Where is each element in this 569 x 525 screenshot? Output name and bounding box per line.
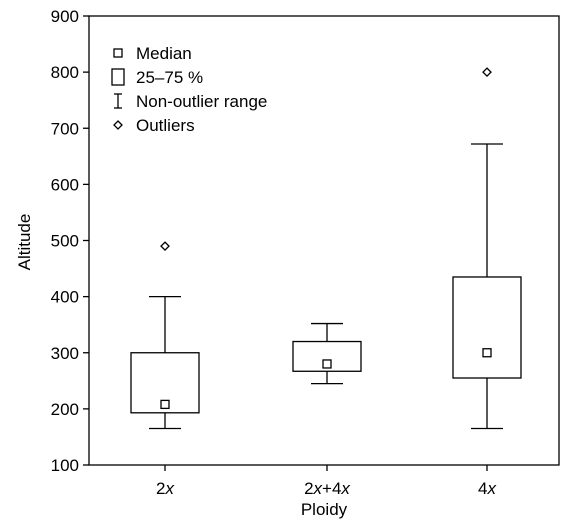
legend-label: 25–75 % [136, 68, 203, 87]
legend-box-symbol [111, 68, 125, 86]
y-tick-label: 200 [51, 400, 79, 419]
legend-label: Outliers [136, 116, 195, 135]
y-tick-label: 400 [51, 288, 79, 307]
y-axis-title: Altitude [15, 214, 34, 271]
y-tick-label: 500 [51, 232, 79, 251]
outlier-marker [160, 241, 170, 252]
iqr-box [292, 340, 362, 372]
median-marker [160, 399, 170, 410]
x-tick-label: 2x+4x [304, 479, 350, 498]
median-marker [322, 359, 332, 369]
y-tick-label: 800 [51, 63, 79, 82]
outlier-marker [482, 67, 492, 78]
y-tick-label: 700 [51, 119, 79, 138]
plot-area: 100 200 300 400 500 600 700 800 900 2x 2x+4x 4x Medi… [51, 7, 560, 498]
y-tick-label: 100 [51, 456, 79, 475]
median-marker [482, 348, 492, 358]
legend-label: Median [136, 44, 192, 63]
x-tick-label: 2x [156, 479, 174, 498]
x-tick-label: 4x [478, 479, 496, 498]
iqr-box [130, 352, 200, 414]
y-tick-label: 600 [51, 175, 79, 194]
legend-outlier-symbol [113, 120, 123, 130]
legend-label: Non-outlier range [136, 92, 267, 111]
x-axis-title: Ploidy [301, 500, 348, 519]
legend-median-symbol [113, 48, 123, 58]
y-tick-label: 300 [51, 344, 79, 363]
y-tick-label: 900 [51, 7, 79, 26]
iqr-box [452, 276, 522, 379]
